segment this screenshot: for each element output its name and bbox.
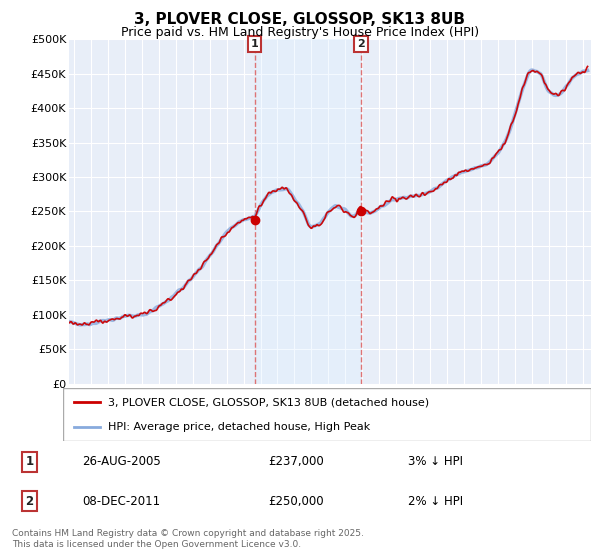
Text: 1: 1	[25, 455, 34, 468]
Text: 1: 1	[251, 39, 259, 49]
Text: 3% ↓ HPI: 3% ↓ HPI	[408, 455, 463, 468]
Text: 26-AUG-2005: 26-AUG-2005	[82, 455, 161, 468]
Text: £250,000: £250,000	[268, 494, 324, 508]
Bar	[254, 39, 361, 384]
Text: 3, PLOVER CLOSE, GLOSSOP, SK13 8UB (detached house): 3, PLOVER CLOSE, GLOSSOP, SK13 8UB (deta…	[108, 398, 429, 408]
Text: Price paid vs. HM Land Registry's House Price Index (HPI): Price paid vs. HM Land Registry's House …	[121, 26, 479, 39]
Text: 2: 2	[25, 494, 34, 508]
Text: 2: 2	[357, 39, 365, 49]
Text: 2% ↓ HPI: 2% ↓ HPI	[408, 494, 463, 508]
Text: 08-DEC-2011: 08-DEC-2011	[82, 494, 160, 508]
Text: £237,000: £237,000	[268, 455, 324, 468]
Text: 3, PLOVER CLOSE, GLOSSOP, SK13 8UB: 3, PLOVER CLOSE, GLOSSOP, SK13 8UB	[134, 12, 466, 27]
Text: HPI: Average price, detached house, High Peak: HPI: Average price, detached house, High…	[108, 422, 370, 432]
Text: Contains HM Land Registry data © Crown copyright and database right 2025.
This d: Contains HM Land Registry data © Crown c…	[12, 529, 364, 549]
